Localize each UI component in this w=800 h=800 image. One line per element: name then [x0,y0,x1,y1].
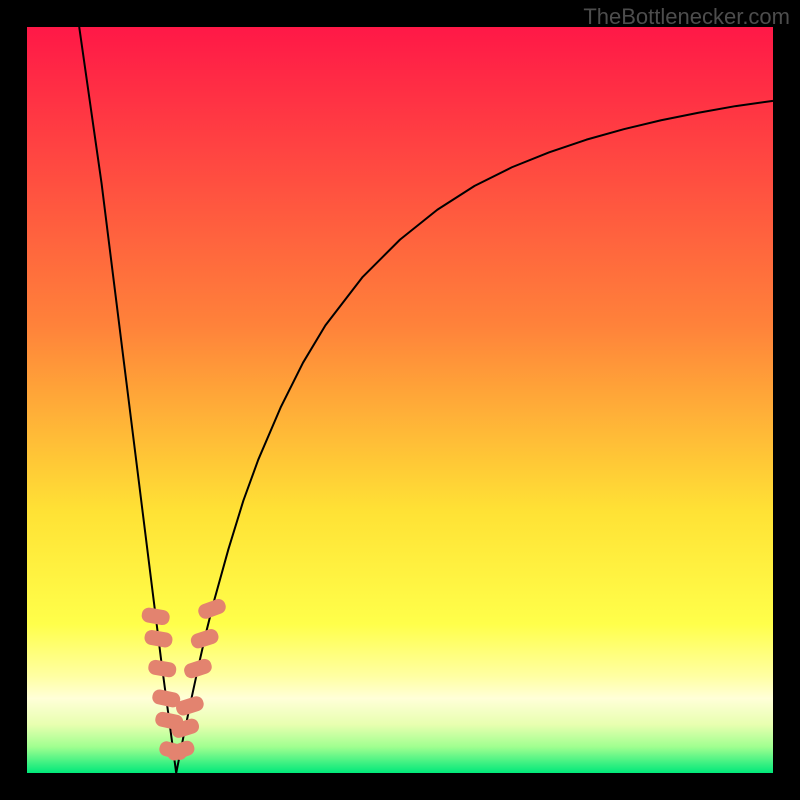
bottleneck-chart [0,0,800,800]
chart-container: TheBottlenecker.com [0,0,800,800]
plot-area [27,27,773,773]
